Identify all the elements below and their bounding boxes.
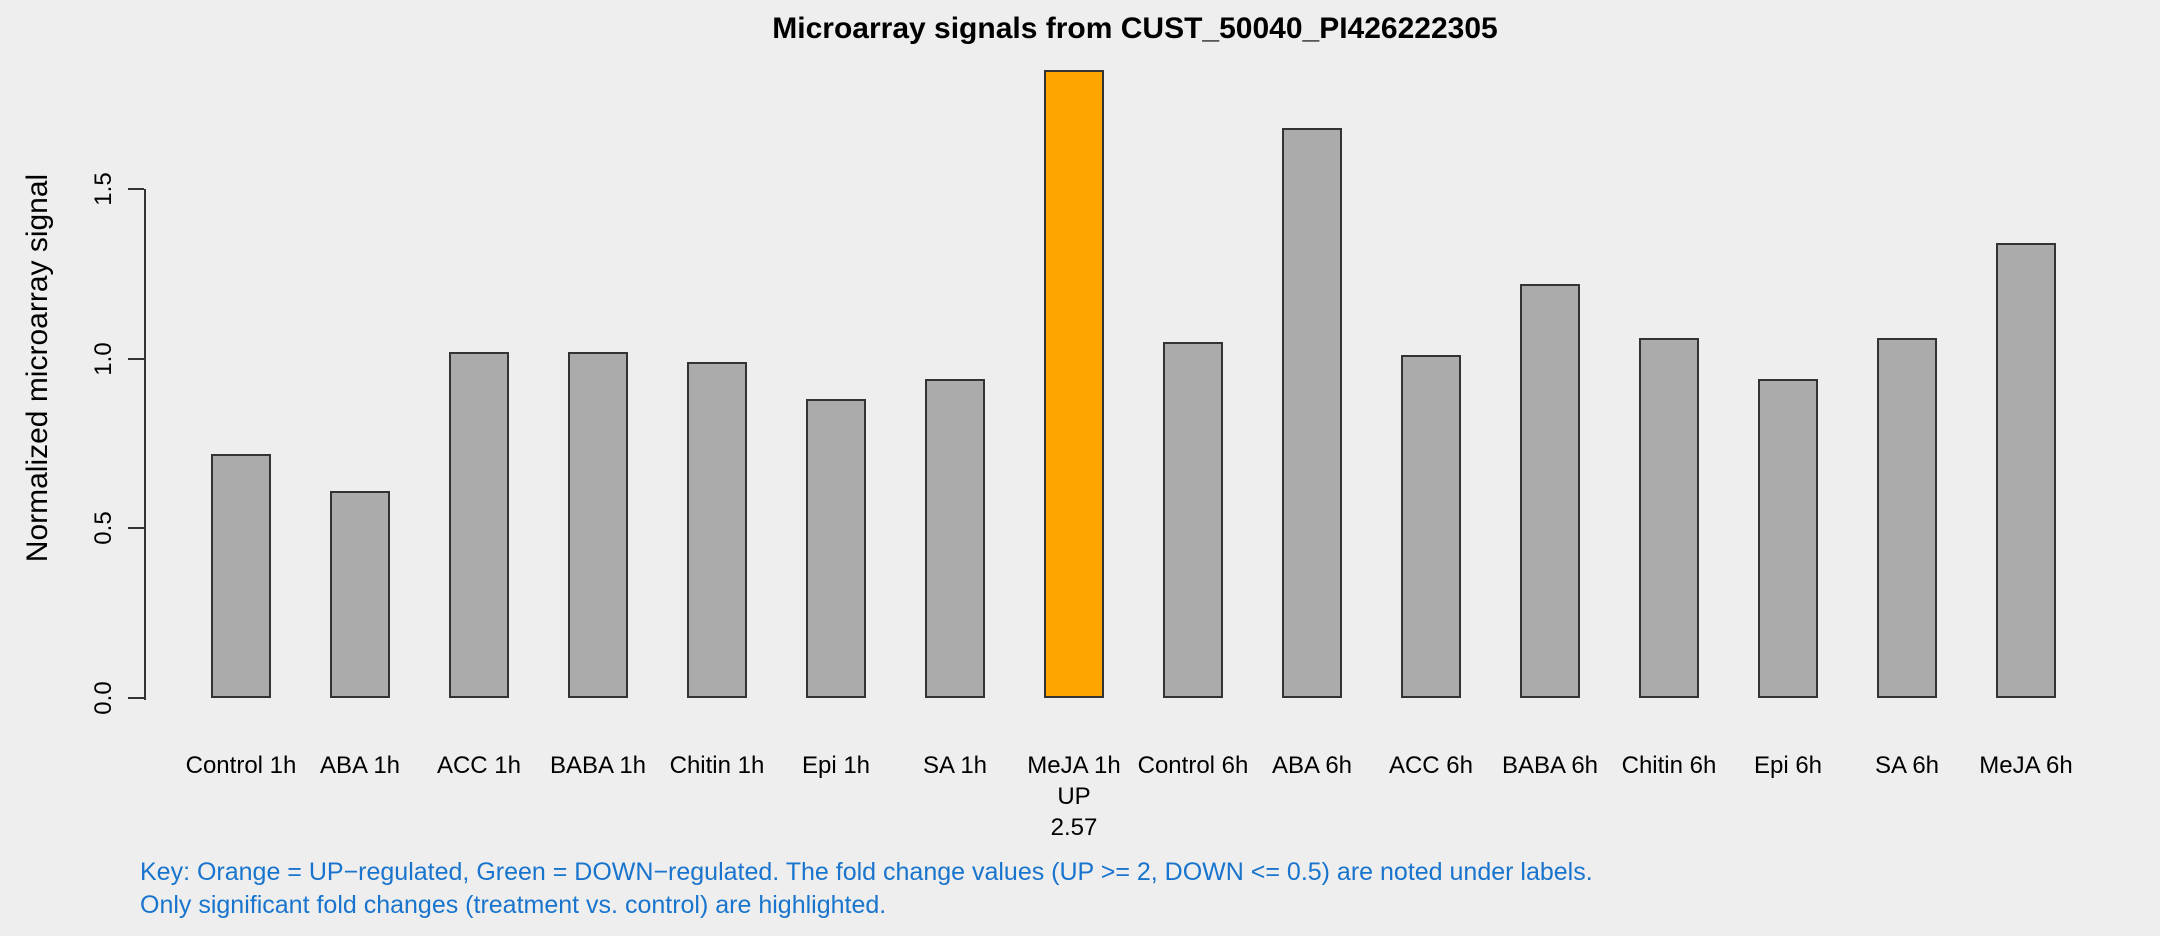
- bar-meja-1h: [1044, 70, 1104, 698]
- x-axis-label-text: BABA 6h: [1501, 752, 1599, 779]
- x-axis-label: Chitin 1h: [647, 750, 787, 781]
- bar-chitin-1h: [687, 362, 747, 698]
- bar-sa-6h: [1877, 338, 1937, 698]
- x-axis-label: Chitin 6h: [1599, 750, 1739, 781]
- fold-change-value: 2.57: [1050, 814, 1098, 841]
- x-axis-label: MeJA 1h UP 2.57: [1004, 750, 1144, 843]
- x-axis-label: Control 1h: [171, 750, 311, 781]
- bar-baba-6h: [1520, 284, 1580, 698]
- chart-title: Microarray signals from CUST_50040_PI426…: [772, 12, 1498, 45]
- x-axis-label: ACC 6h: [1361, 750, 1501, 781]
- x-axis-label-text: MeJA 1h: [1027, 752, 1121, 779]
- y-axis-tick: [128, 187, 144, 190]
- x-axis-label: Control 6h: [1123, 750, 1263, 781]
- x-axis-label-text: ACC 1h: [436, 752, 522, 779]
- x-axis-label-text: Control 1h: [185, 752, 297, 779]
- bar-epi-1h: [806, 399, 866, 698]
- x-axis-label-text: Epi 6h: [1753, 752, 1823, 779]
- x-axis-label-text: ACC 6h: [1388, 752, 1474, 779]
- bar-acc-1h: [449, 352, 509, 698]
- bar-control-6h: [1163, 342, 1223, 698]
- chart-key-line1: Key: Orange = UP−regulated, Green = DOWN…: [140, 858, 1593, 886]
- chart-key-line2: Only significant fold changes (treatment…: [140, 891, 887, 919]
- y-axis-tick: [128, 697, 144, 699]
- x-axis-label: MeJA 6h: [1956, 750, 2096, 781]
- y-tick-label: 1.5: [90, 172, 117, 206]
- x-axis-label: ACC 1h: [409, 750, 549, 781]
- bar-control-1h: [211, 454, 271, 698]
- bar-aba-6h: [1282, 128, 1342, 698]
- y-axis-tick: [128, 527, 144, 530]
- bar-meja-6h: [1996, 243, 2056, 698]
- y-axis-line: [144, 188, 146, 700]
- x-axis-label-text: MeJA 6h: [1979, 752, 2073, 779]
- bar-chitin-6h: [1639, 338, 1699, 698]
- y-tick-label: 1.0: [90, 341, 117, 376]
- bar-sa-1h: [925, 379, 985, 698]
- x-axis-label-text: SA 1h: [922, 752, 988, 779]
- x-axis-label-text: Chitin 6h: [1621, 752, 1717, 779]
- bar-aba-1h: [330, 491, 390, 698]
- x-axis-label-text: Control 6h: [1137, 752, 1249, 779]
- x-axis-label: Epi 1h: [766, 750, 906, 781]
- bar-acc-6h: [1401, 355, 1461, 698]
- x-axis-label-text: Epi 1h: [801, 752, 871, 779]
- y-tick-label: 0.0: [90, 681, 117, 715]
- x-axis-label: ABA 6h: [1242, 750, 1382, 781]
- y-axis-title: Normalized microarray signal: [21, 173, 54, 563]
- chart-key: Key: Orange = UP−regulated, Green = DOWN…: [140, 856, 1593, 922]
- y-tick-label: 0.5: [90, 511, 117, 545]
- x-axis-label: SA 6h: [1837, 750, 1977, 781]
- x-axis-label: BABA 1h: [528, 750, 668, 781]
- x-axis-label: ABA 1h: [290, 750, 430, 781]
- y-axis-tick: [128, 357, 144, 360]
- bar-baba-1h: [568, 352, 628, 698]
- bar-epi-6h: [1758, 379, 1818, 698]
- x-axis-label: Epi 6h: [1718, 750, 1858, 781]
- x-axis-label-text: ABA 6h: [1271, 752, 1353, 779]
- x-axis-label-text: Chitin 1h: [669, 752, 765, 779]
- x-axis-label-text: ABA 1h: [319, 752, 401, 779]
- x-axis-label: BABA 6h: [1480, 750, 1620, 781]
- x-axis-label-text: BABA 1h: [549, 752, 647, 779]
- x-axis-label: SA 1h: [885, 750, 1025, 781]
- x-axis-label-text: SA 6h: [1874, 752, 1940, 779]
- fold-change-direction: UP: [1057, 783, 1091, 810]
